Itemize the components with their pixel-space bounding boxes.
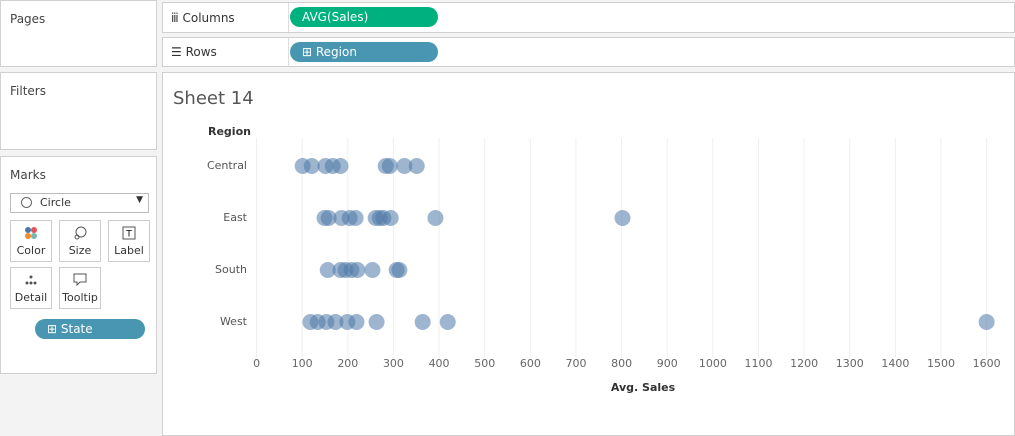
data-point xyxy=(391,262,408,278)
data-point xyxy=(320,210,337,226)
button-label: Tooltip xyxy=(62,291,98,304)
x-tick-label: 1000 xyxy=(699,357,727,370)
data-point xyxy=(327,314,344,330)
sheet-area: Sheet 14 Region Avg. Sales 0 100 200 300 400… xyxy=(162,72,1015,436)
color-button[interactable]: Color xyxy=(10,220,52,262)
marks-panel: Marks Circle ▼ Color Size T Label Detail … xyxy=(0,156,157,374)
svg-text:T: T xyxy=(125,230,132,240)
marks-title: Marks xyxy=(10,168,46,182)
size-button[interactable]: Size xyxy=(59,220,101,262)
label-button[interactable]: T Label xyxy=(108,220,150,262)
button-label: Detail xyxy=(14,291,48,304)
chart: Sheet 14 Region Avg. Sales 0 100 200 300 400… xyxy=(173,88,1001,394)
data-point xyxy=(319,262,336,278)
detail-button[interactable]: Detail xyxy=(10,267,52,309)
button-label: Size xyxy=(68,244,92,257)
shelf-name: Columns xyxy=(182,11,235,25)
button-label: Color xyxy=(16,244,46,257)
columns-label: ⅲ Columns xyxy=(171,11,235,25)
x-tick-label: 300 xyxy=(383,357,404,370)
data-point xyxy=(332,158,349,174)
columns-shelf: ⅲ Columns AVG(Sales) xyxy=(162,2,1015,33)
rows-pill[interactable]: ⊞ Region xyxy=(290,42,438,62)
pill-text: State xyxy=(60,322,93,336)
data-point xyxy=(614,210,631,226)
data-point xyxy=(303,158,320,174)
y-tick-label: South xyxy=(215,263,247,276)
shelf-name: Rows xyxy=(185,45,217,59)
filters-title: Filters xyxy=(10,84,46,98)
x-tick-label: 1300 xyxy=(836,357,864,370)
data-point xyxy=(348,314,365,330)
x-tick-label: 1500 xyxy=(927,357,955,370)
x-tick-label: 500 xyxy=(474,357,495,370)
x-tick-label: 400 xyxy=(429,357,450,370)
x-tick-label: 1400 xyxy=(881,357,909,370)
mark-type: Circle xyxy=(40,196,71,209)
data-point xyxy=(414,314,431,330)
x-tick-label: 1600 xyxy=(973,357,1001,370)
data-point xyxy=(381,158,398,174)
x-tick-label: 700 xyxy=(565,357,586,370)
data-point xyxy=(427,210,444,226)
mark-type-dropdown[interactable]: Circle ▼ xyxy=(10,193,149,213)
x-tick-label: 600 xyxy=(520,357,541,370)
x-tick-label: 200 xyxy=(337,357,358,370)
y-tick-label: West xyxy=(220,315,248,328)
data-point xyxy=(382,210,399,226)
data-point xyxy=(368,314,385,330)
data-point xyxy=(408,158,425,174)
tooltip-button[interactable]: Tooltip xyxy=(59,267,101,309)
data-point xyxy=(978,314,995,330)
pages-title: Pages xyxy=(10,12,46,26)
x-tick-label: 800 xyxy=(611,357,632,370)
data-point xyxy=(439,314,456,330)
y-tick-label: Central xyxy=(207,159,247,172)
x-tick-label: 900 xyxy=(657,357,678,370)
rows-shelf: ☰ Rows ⊞ Region xyxy=(162,37,1015,67)
data-point xyxy=(396,158,413,174)
button-label: Label xyxy=(114,244,144,257)
y-tick-label: East xyxy=(223,211,247,224)
columns-pill[interactable]: AVG(Sales) xyxy=(290,7,438,27)
y-axis-title: Region xyxy=(208,125,251,138)
data-point xyxy=(347,210,364,226)
data-point xyxy=(364,262,381,278)
pill-text: Region xyxy=(315,45,357,59)
x-tick-label: 0 xyxy=(253,357,260,370)
x-tick-label: 1200 xyxy=(790,357,818,370)
x-tick-label: 100 xyxy=(292,357,313,370)
sheet-title: Sheet 14 xyxy=(173,88,254,109)
state-pill[interactable]: ⊞ State xyxy=(35,319,145,339)
x-tick-label: 1100 xyxy=(744,357,772,370)
x-axis-title: Avg. Sales xyxy=(611,381,676,394)
pages-panel: Pages xyxy=(0,0,157,67)
filters-panel: Filters xyxy=(0,72,157,150)
rows-label: ☰ Rows xyxy=(171,45,217,59)
data-point xyxy=(349,262,366,278)
